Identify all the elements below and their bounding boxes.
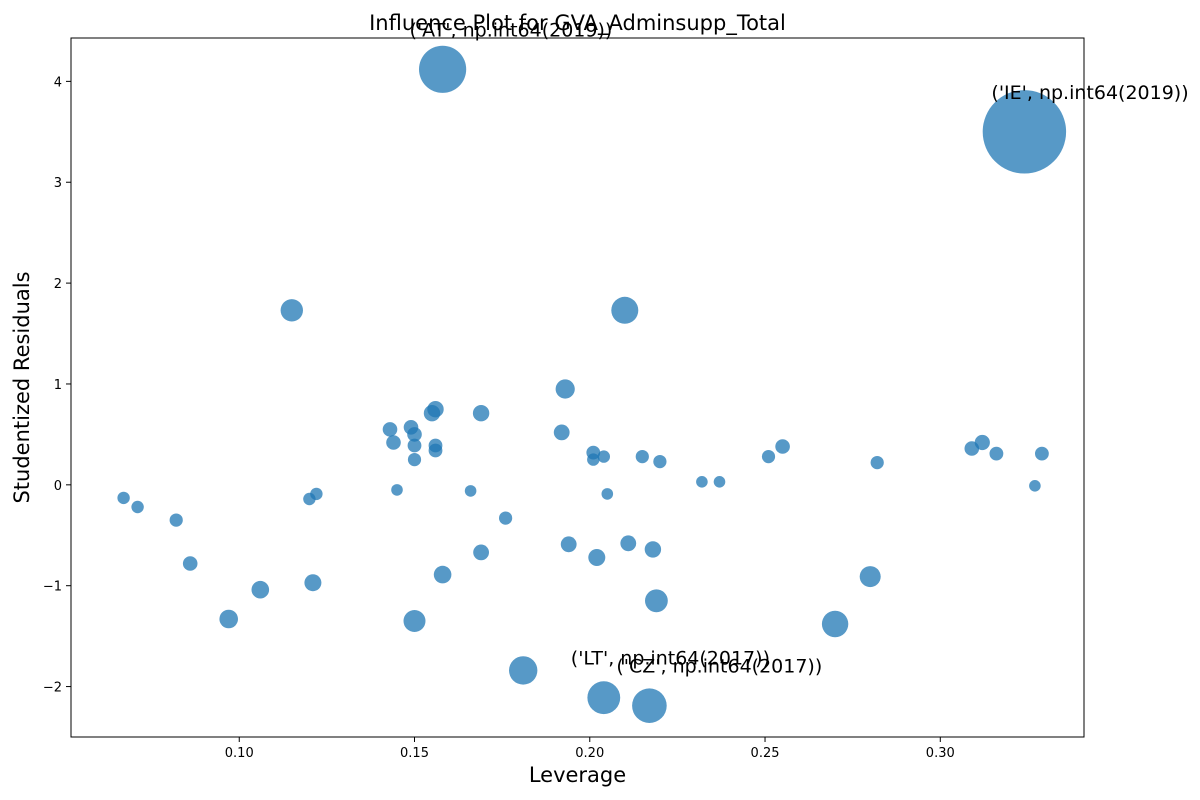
annotation-3: ('CZ', np.int64(2017)) bbox=[616, 656, 822, 678]
data-point-6 bbox=[423, 405, 441, 422]
data-point-49 bbox=[859, 566, 881, 588]
y-tick-label-1: −1 bbox=[43, 580, 62, 595]
scatter-points bbox=[117, 45, 1067, 723]
data-point-37 bbox=[464, 485, 477, 497]
data-point-53 bbox=[645, 589, 668, 613]
data-point-10 bbox=[407, 427, 422, 442]
x-axis-label: Leverage bbox=[529, 763, 626, 787]
y-tick-label-6: 4 bbox=[54, 75, 62, 90]
y-tick-label-2: 0 bbox=[54, 479, 62, 494]
x-tick-label-3: 0.25 bbox=[751, 746, 780, 761]
data-point-51 bbox=[219, 609, 238, 629]
annotation-0: ('AT', np.int64(2019)) bbox=[410, 19, 613, 41]
data-point-11 bbox=[553, 424, 570, 441]
plot-frame bbox=[70, 37, 1085, 738]
data-point-26 bbox=[974, 434, 990, 451]
x-tick-label-0: 0.10 bbox=[225, 746, 254, 761]
data-point-55 bbox=[509, 656, 538, 685]
y-tick-label-0: −2 bbox=[43, 681, 62, 696]
data-point-1 bbox=[982, 90, 1067, 174]
data-point-32 bbox=[117, 491, 130, 505]
annotation-2: ('LT', np.int64(2017)) bbox=[571, 648, 770, 670]
x-tick-label-4: 0.30 bbox=[926, 746, 955, 761]
data-point-57 bbox=[632, 688, 667, 723]
data-point-3 bbox=[611, 296, 639, 324]
data-point-56 bbox=[587, 681, 621, 715]
data-point-35 bbox=[310, 487, 323, 501]
data-point-18 bbox=[597, 450, 610, 463]
data-point-4 bbox=[555, 379, 575, 399]
annotation-1: ('IE', np.int64(2019)) bbox=[991, 82, 1188, 104]
y-tick-label-5: 3 bbox=[54, 176, 62, 191]
data-point-38 bbox=[601, 488, 614, 500]
x-axis-ticks: 0.10 0.15 0.20 0.25 0.30 bbox=[225, 737, 955, 761]
data-point-54 bbox=[821, 610, 849, 638]
data-point-21 bbox=[653, 455, 667, 469]
data-point-41 bbox=[560, 536, 577, 553]
data-point-7 bbox=[472, 405, 490, 422]
data-point-24 bbox=[870, 456, 884, 470]
data-point-30 bbox=[713, 476, 726, 488]
data-point-13 bbox=[407, 438, 422, 453]
data-point-42 bbox=[620, 535, 637, 552]
point-annotations: ('AT', np.int64(2019)) ('IE', np.int64(20… bbox=[410, 19, 1189, 677]
data-point-40 bbox=[499, 511, 513, 525]
data-point-20 bbox=[635, 450, 649, 464]
data-point-2 bbox=[280, 299, 303, 322]
data-point-39 bbox=[169, 513, 183, 527]
chart-title: Influence Plot for GVA_Adminsupp_Total bbox=[369, 11, 786, 36]
data-point-48 bbox=[304, 574, 322, 592]
y-axis-ticks: −2 −1 0 1 2 3 4 bbox=[43, 75, 71, 696]
data-point-12 bbox=[386, 435, 401, 450]
x-tick-label-2: 0.20 bbox=[575, 746, 604, 761]
data-point-16 bbox=[407, 453, 422, 467]
data-point-46 bbox=[182, 556, 198, 571]
data-point-22 bbox=[761, 450, 776, 464]
data-point-28 bbox=[1035, 446, 1049, 461]
data-point-19 bbox=[587, 453, 600, 466]
data-point-33 bbox=[131, 500, 144, 514]
data-point-27 bbox=[989, 446, 1004, 461]
data-point-43 bbox=[644, 541, 662, 558]
data-point-44 bbox=[473, 544, 489, 561]
data-point-0 bbox=[419, 45, 467, 93]
y-tick-label-4: 2 bbox=[54, 277, 62, 292]
y-tick-label-3: 1 bbox=[54, 378, 62, 393]
data-point-36 bbox=[391, 484, 403, 496]
data-point-47 bbox=[433, 565, 452, 584]
data-point-52 bbox=[403, 610, 426, 632]
data-point-8 bbox=[382, 422, 398, 437]
data-point-31 bbox=[1029, 480, 1041, 492]
data-point-50 bbox=[251, 580, 270, 599]
y-axis-label: Studentized Residuals bbox=[10, 271, 34, 503]
data-point-45 bbox=[588, 549, 606, 566]
data-point-29 bbox=[696, 476, 708, 488]
data-point-15 bbox=[428, 443, 443, 458]
data-point-23 bbox=[775, 439, 790, 454]
x-tick-label-1: 0.15 bbox=[400, 746, 429, 761]
